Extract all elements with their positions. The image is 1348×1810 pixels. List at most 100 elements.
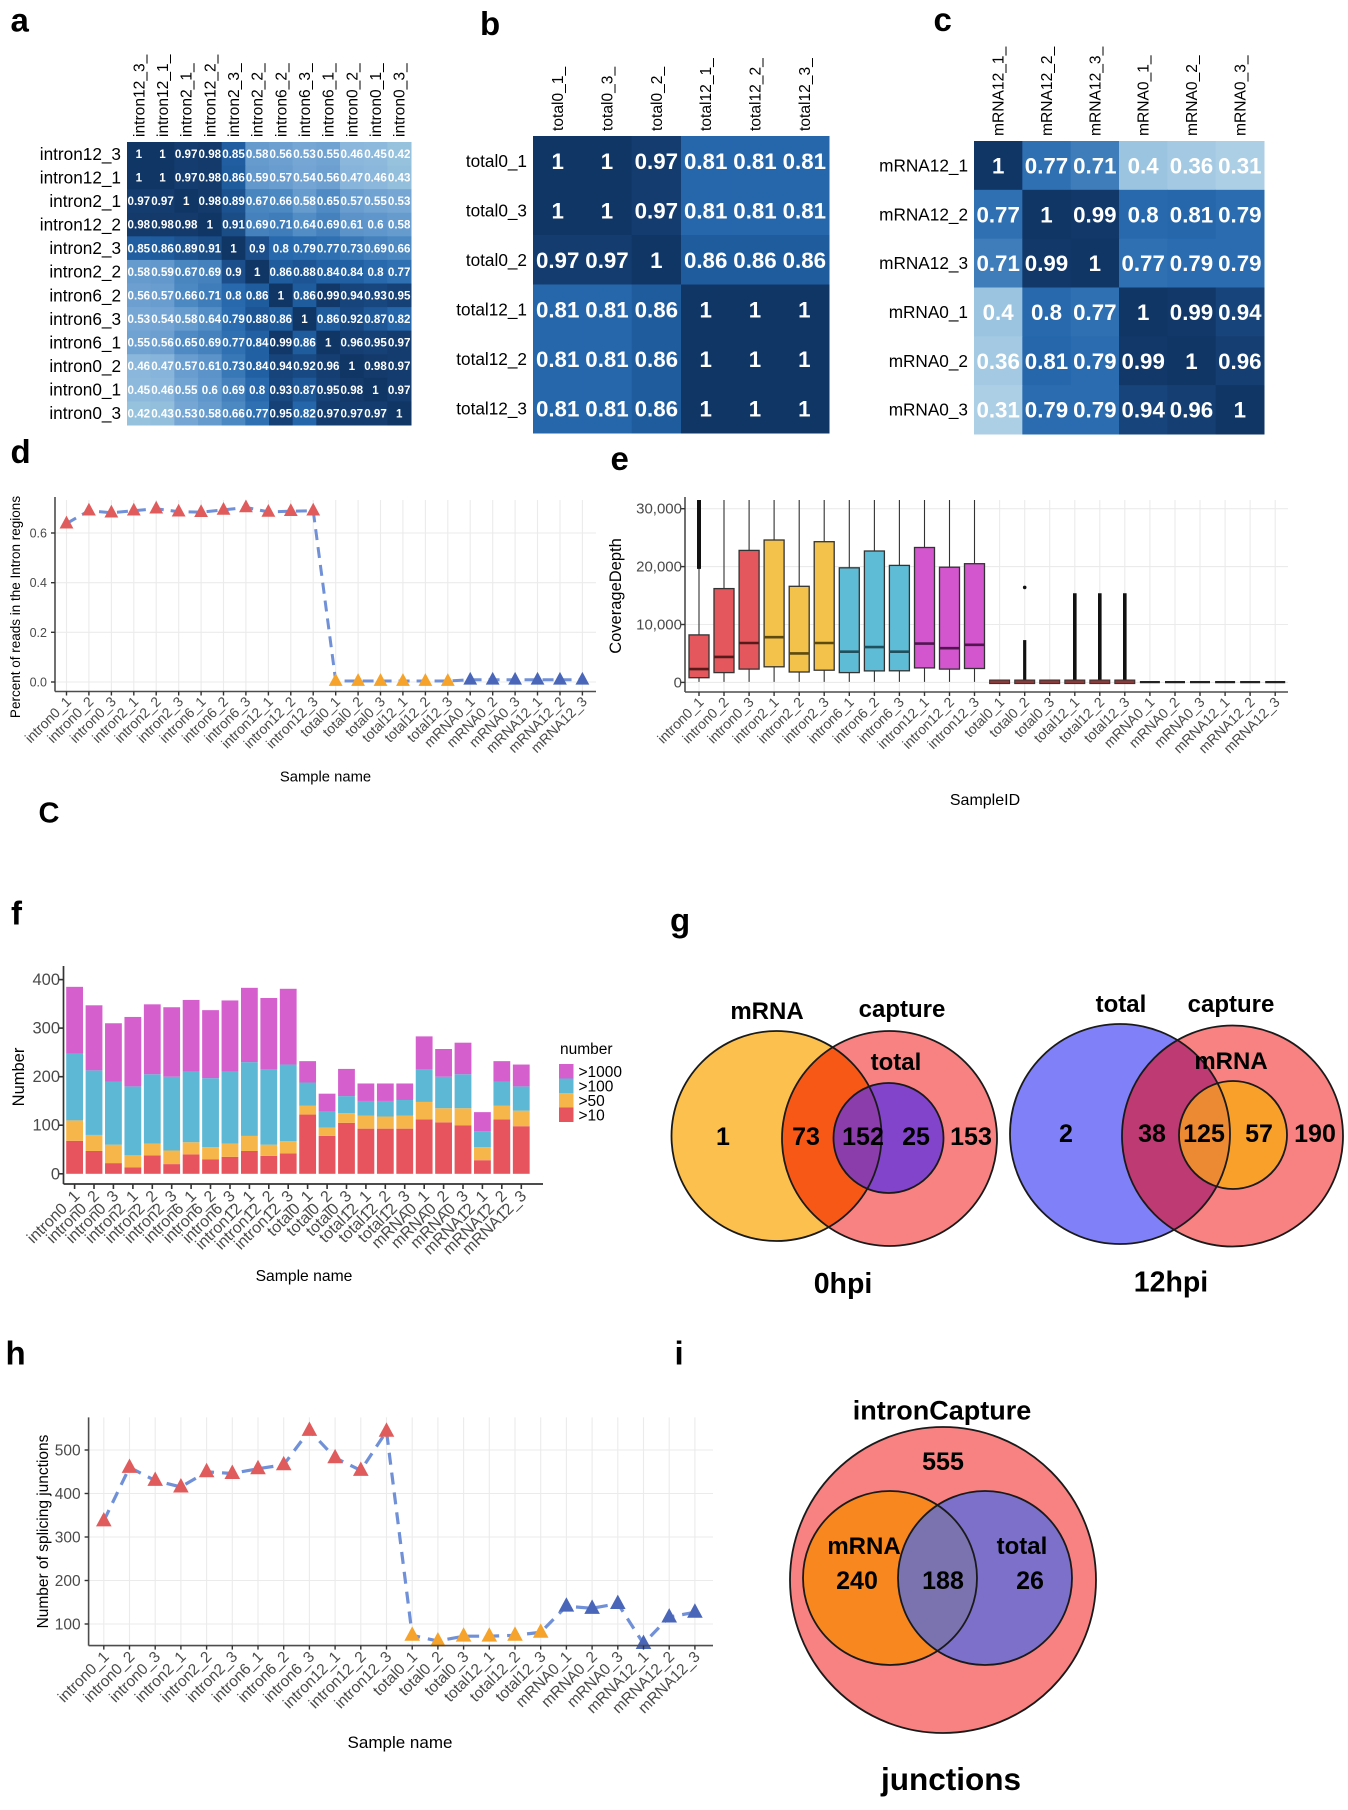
svg-text:0.96: 0.96 <box>317 360 340 373</box>
svg-text:total: total <box>871 1049 922 1076</box>
svg-text:0.55: 0.55 <box>175 384 198 397</box>
svg-text:total12_2: total12_2 <box>456 349 527 369</box>
svg-text:0.47: 0.47 <box>151 360 174 373</box>
svg-text:mRNA12_3_: mRNA12_3_ <box>1087 46 1104 136</box>
svg-text:Percent of reads in the Intron: Percent of reads in the Intron regions <box>8 496 23 718</box>
svg-text:intron6_3_: intron6_3_ <box>297 63 314 137</box>
svg-text:0.8: 0.8 <box>367 266 384 279</box>
svg-text:total: total <box>997 1533 1048 1560</box>
svg-text:0.86: 0.86 <box>635 396 678 421</box>
svg-text:Number of splicing junctions: Number of splicing junctions <box>35 1434 52 1628</box>
svg-text:0.77: 0.77 <box>976 202 1019 227</box>
svg-text:0.56: 0.56 <box>317 172 340 185</box>
svg-text:0.6: 0.6 <box>30 527 47 541</box>
svg-text:0.47: 0.47 <box>341 172 364 185</box>
svg-text:mRNA12_1: mRNA12_1 <box>879 155 968 175</box>
svg-text:0.97: 0.97 <box>175 172 198 185</box>
svg-text:1: 1 <box>992 153 1004 178</box>
svg-text:0.97: 0.97 <box>175 148 198 161</box>
svg-text:0.84: 0.84 <box>246 337 269 350</box>
svg-text:intron0_2_: intron0_2_ <box>344 63 361 137</box>
svg-text:intronCapture: intronCapture <box>853 1396 1032 1426</box>
svg-text:38: 38 <box>1138 1120 1166 1148</box>
svg-text:0.64: 0.64 <box>199 313 222 326</box>
svg-text:0.97: 0.97 <box>128 195 151 208</box>
svg-text:0.77: 0.77 <box>1073 300 1116 325</box>
svg-text:100: 100 <box>55 1617 81 1634</box>
svg-text:0.79: 0.79 <box>1025 398 1068 423</box>
svg-text:0.84: 0.84 <box>317 266 340 279</box>
svg-text:0.86: 0.86 <box>270 313 293 326</box>
svg-text:1: 1 <box>230 242 237 255</box>
svg-text:0.86: 0.86 <box>733 248 776 273</box>
svg-text:mRNA0_2_: mRNA0_2_ <box>1184 55 1201 136</box>
svg-text:0.81: 0.81 <box>585 396 628 421</box>
svg-text:0.9: 0.9 <box>249 242 266 255</box>
svg-text:0.98: 0.98 <box>199 195 222 208</box>
svg-text:b: b <box>480 5 500 42</box>
svg-text:0.79: 0.79 <box>1073 398 1116 423</box>
svg-text:0.85: 0.85 <box>222 148 245 161</box>
svg-text:1: 1 <box>716 1123 730 1151</box>
svg-text:g: g <box>670 902 690 939</box>
svg-text:1: 1 <box>551 198 563 223</box>
svg-text:0.8: 0.8 <box>1128 202 1159 227</box>
svg-text:0.81: 0.81 <box>536 347 579 372</box>
svg-text:0.67: 0.67 <box>175 266 198 279</box>
svg-text:0.59: 0.59 <box>246 172 269 185</box>
svg-text:0.45: 0.45 <box>364 148 387 161</box>
svg-text:h: h <box>6 1335 26 1372</box>
svg-text:total0_3_: total0_3_ <box>599 67 616 131</box>
svg-text:>50: >50 <box>579 1093 606 1110</box>
svg-text:0: 0 <box>51 1165 60 1183</box>
svg-text:0.9: 0.9 <box>225 266 242 279</box>
svg-text:1: 1 <box>798 396 810 421</box>
svg-text:0.94: 0.94 <box>1218 300 1262 325</box>
svg-text:0.97: 0.97 <box>536 248 579 273</box>
svg-text:1: 1 <box>749 297 761 322</box>
svg-text:0.91: 0.91 <box>199 242 222 255</box>
svg-text:1: 1 <box>749 396 761 421</box>
svg-text:0.43: 0.43 <box>151 407 174 420</box>
svg-text:0.79: 0.79 <box>1073 349 1116 374</box>
svg-text:1: 1 <box>349 360 356 373</box>
svg-text:0.69: 0.69 <box>222 384 245 397</box>
svg-text:0.98: 0.98 <box>128 219 151 232</box>
svg-text:0.2: 0.2 <box>30 626 47 640</box>
svg-text:188: 188 <box>922 1567 964 1595</box>
svg-text:1: 1 <box>650 248 662 273</box>
svg-text:0.84: 0.84 <box>341 266 364 279</box>
svg-text:0.42: 0.42 <box>388 148 411 161</box>
svg-text:>1000: >1000 <box>579 1064 623 1081</box>
svg-text:0.61: 0.61 <box>341 219 364 232</box>
svg-text:0.57: 0.57 <box>151 289 174 302</box>
svg-text:mRNA0_3_: mRNA0_3_ <box>1232 55 1249 136</box>
svg-text:1: 1 <box>278 289 285 302</box>
svg-text:intron2_2: intron2_2 <box>49 262 121 282</box>
svg-text:0.92: 0.92 <box>341 313 364 326</box>
svg-text:0.54: 0.54 <box>293 172 316 185</box>
svg-text:0.97: 0.97 <box>635 149 678 174</box>
svg-text:total0_2_: total0_2_ <box>649 67 666 131</box>
svg-text:d: d <box>11 433 31 470</box>
svg-text:junctions: junctions <box>880 1761 1021 1797</box>
svg-text:0.85: 0.85 <box>128 242 151 255</box>
svg-text:0.96: 0.96 <box>1170 398 1213 423</box>
svg-text:0.31: 0.31 <box>1218 153 1261 178</box>
svg-text:mRNA: mRNA <box>1194 1048 1267 1075</box>
svg-text:total12_1_: total12_1_ <box>698 58 715 131</box>
svg-text:mRNA0_3: mRNA0_3 <box>889 400 968 420</box>
svg-text:number: number <box>560 1041 613 1058</box>
svg-text:10,000: 10,000 <box>636 617 682 634</box>
svg-text:total0_1: total0_1 <box>466 151 527 171</box>
svg-text:0.81: 0.81 <box>733 198 776 223</box>
svg-text:intron12_1_: intron12_1_ <box>155 54 172 137</box>
svg-text:intron6_3: intron6_3 <box>49 309 121 329</box>
svg-text:300: 300 <box>32 1020 60 1038</box>
svg-text:0.56: 0.56 <box>128 289 151 302</box>
svg-text:0.97: 0.97 <box>585 248 628 273</box>
svg-text:0.99: 0.99 <box>1170 300 1213 325</box>
svg-text:0.55: 0.55 <box>317 148 340 161</box>
svg-text:0.57: 0.57 <box>175 360 198 373</box>
svg-text:0.58: 0.58 <box>246 148 269 161</box>
